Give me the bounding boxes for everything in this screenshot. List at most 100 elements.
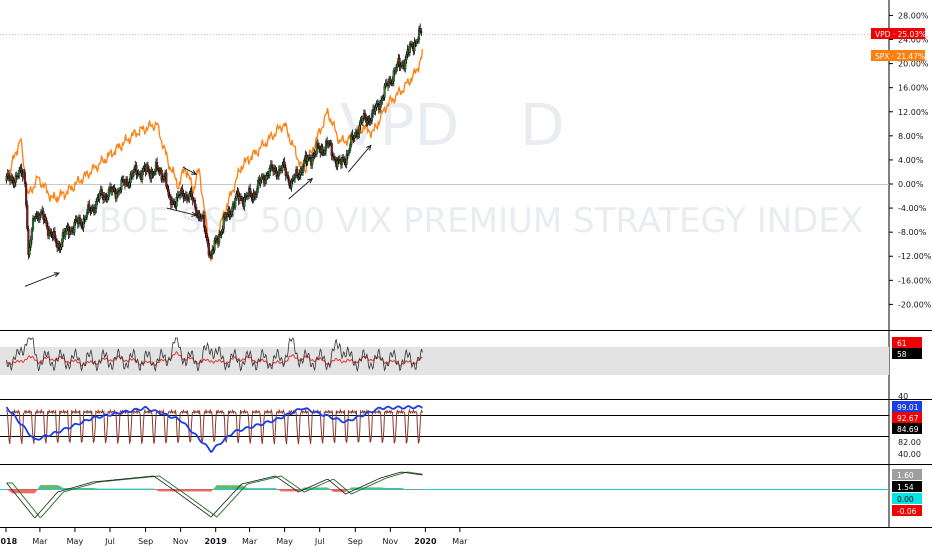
vpd-candle	[80, 221, 83, 227]
vpd-candle	[205, 233, 208, 238]
trend-arrow	[166, 207, 197, 216]
macd-histogram-bar	[193, 489, 195, 492]
macd-histogram-bar	[156, 489, 158, 491]
macd-histogram-bar	[284, 489, 287, 492]
vpd-candle	[152, 173, 155, 175]
vpd-candle	[103, 196, 106, 200]
trend-arrow-head	[191, 170, 198, 175]
vpd-candle	[49, 229, 52, 233]
vpd-candle	[146, 164, 149, 170]
pane-badge	[892, 481, 922, 492]
macd-histogram-bar	[383, 487, 386, 489]
macd-histogram-bar	[183, 489, 186, 492]
macd-histogram-bar	[381, 487, 384, 489]
macd-histogram-bar	[196, 489, 199, 492]
macd-histogram-bar	[24, 489, 26, 494]
vpd-candle	[330, 143, 333, 157]
macd-histogram-bar	[324, 487, 326, 489]
macd-histogram-bar	[209, 489, 211, 492]
pane-badge-label: 58	[897, 350, 907, 359]
macd-histogram-bar	[79, 488, 81, 489]
macd-histogram-bar	[185, 489, 187, 492]
vpd-candle	[30, 229, 33, 241]
vpd-candle	[226, 214, 229, 217]
vpd-candle	[162, 176, 166, 180]
macd-histogram-bar	[286, 489, 288, 492]
macd-histogram-bar	[287, 489, 289, 492]
y-tick-label: 28.00%	[898, 11, 929, 20]
macd-histogram-bar	[11, 489, 14, 494]
vpd-candle	[142, 168, 145, 172]
macd-histogram-bar	[401, 488, 403, 489]
vpd-candle	[353, 135, 356, 139]
vpd-candle	[20, 167, 23, 174]
vpd-candle	[298, 174, 301, 178]
x-tick-label: 2018	[0, 537, 18, 546]
vpd-candle	[84, 217, 87, 220]
vpd-candle	[100, 189, 103, 195]
macd-histogram-bar	[243, 486, 246, 489]
vpd-candle	[28, 247, 31, 255]
macd-histogram-bar	[189, 489, 192, 492]
vpd-candle	[198, 212, 201, 218]
macd-histogram-bar	[358, 487, 361, 489]
trend-arrow-head	[191, 211, 198, 217]
vpd-candle	[191, 196, 194, 201]
macd-histogram-bar	[316, 487, 318, 489]
x-tick-label: 2019	[205, 537, 228, 546]
trend-arrow	[288, 178, 313, 200]
vpd-candle	[380, 99, 383, 105]
vpd-candle	[113, 187, 116, 193]
vpd-candle	[183, 197, 186, 199]
pane-badge	[892, 505, 922, 516]
vpd-candle	[11, 176, 14, 181]
vpd-candle	[230, 211, 233, 215]
macd-histogram-bar	[166, 489, 169, 492]
value-badges: VPD · 25.03% SPX · 21.47% 61 58 99.01 92.67 84…	[871, 28, 926, 516]
vpd-candle	[31, 218, 35, 230]
macd-histogram-bar	[333, 489, 335, 492]
macd-histogram-bar	[81, 488, 84, 489]
pane-badge-label: 99.01	[897, 403, 919, 412]
macd-histogram-bar	[334, 489, 336, 492]
vpd-candle	[206, 237, 209, 244]
vpd-candle	[396, 63, 399, 68]
macd-histogram-bar	[297, 489, 300, 492]
y-tick-label: 16.00%	[898, 84, 929, 93]
macd-histogram-bar	[330, 489, 333, 491]
macd-histogram-bar	[64, 488, 66, 489]
macd-histogram-bar	[199, 489, 202, 492]
vpd-candle	[418, 28, 421, 40]
macd-histogram-bar	[190, 489, 193, 492]
vpd-candle	[179, 194, 182, 196]
macd-histogram-bar	[72, 488, 75, 489]
macd-histogram-bar	[49, 485, 52, 489]
y-tick-label: 24.00%	[898, 36, 929, 45]
watermark-symbol: VPD	[340, 91, 459, 159]
pane-badge-label: -0.06	[897, 507, 917, 516]
macd-histogram-bar	[23, 489, 25, 494]
vpd-candle	[316, 143, 320, 147]
macd-histogram-bar	[85, 488, 87, 489]
vpd-candle	[107, 189, 110, 198]
macd-histogram-bar	[396, 488, 399, 489]
stoch-tick-label: 82.00	[898, 438, 921, 447]
macd-histogram-bar	[47, 485, 49, 489]
vpd-candle	[281, 164, 284, 171]
vpd-candle	[369, 120, 372, 123]
macd-histogram-bar	[217, 485, 219, 489]
trend-arrow-head	[53, 272, 60, 278]
x-tick-label: 2020	[414, 537, 437, 546]
macd-histogram-bar	[290, 489, 293, 492]
vpd-candle	[111, 188, 114, 192]
vpd-candle	[413, 42, 416, 52]
macd-histogram-bar	[62, 487, 64, 489]
macd-histogram-bar	[399, 488, 402, 489]
y-tick-label: -16.00%	[898, 276, 932, 285]
vpd-candle	[25, 183, 28, 206]
macd-histogram-bar	[387, 488, 389, 489]
vpd-candle	[213, 240, 216, 251]
vpd-candle	[318, 146, 321, 149]
macd-histogram-bar	[382, 487, 385, 489]
